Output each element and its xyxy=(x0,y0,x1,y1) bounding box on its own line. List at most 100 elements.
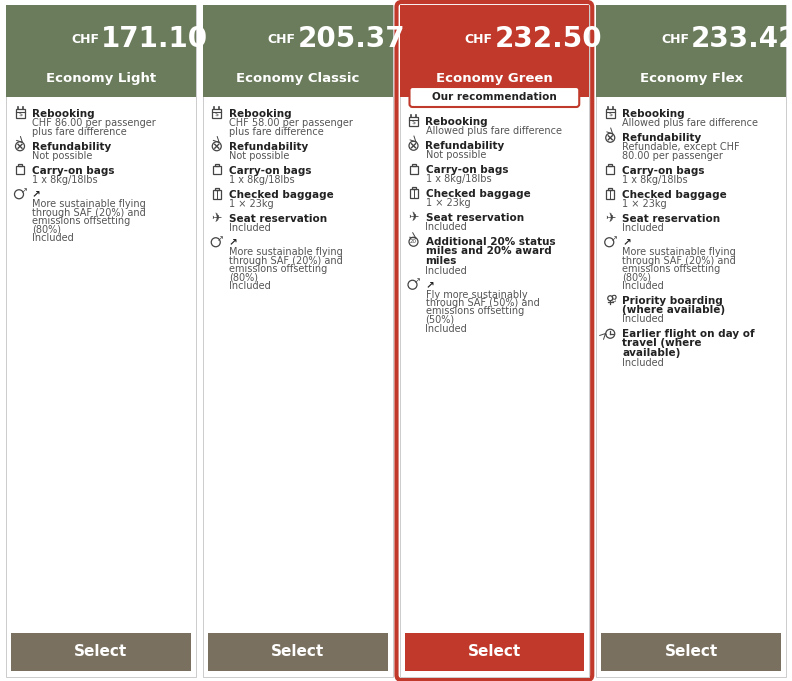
Text: Included: Included xyxy=(425,323,467,334)
Text: CHF 86.00 per passenger: CHF 86.00 per passenger xyxy=(32,118,156,129)
Text: More sustainable flying: More sustainable flying xyxy=(229,247,342,257)
Text: Seat reservation: Seat reservation xyxy=(425,213,524,223)
FancyBboxPatch shape xyxy=(409,87,579,107)
Bar xyxy=(212,109,221,118)
Text: 80.00 per passenger: 80.00 per passenger xyxy=(623,151,723,161)
Text: Our recommendation: Our recommendation xyxy=(432,92,557,102)
Text: Priority boarding: Priority boarding xyxy=(623,296,723,306)
Text: through SAF (20%) and: through SAF (20%) and xyxy=(229,255,342,266)
Text: CHF: CHF xyxy=(464,33,493,46)
Bar xyxy=(601,633,781,671)
Text: (80%): (80%) xyxy=(229,272,257,283)
Text: CHF: CHF xyxy=(661,33,689,46)
Text: ↗: ↗ xyxy=(425,280,434,290)
Text: Additional 20% status: Additional 20% status xyxy=(425,237,555,247)
Text: Refundability: Refundability xyxy=(425,141,505,151)
Bar xyxy=(409,189,417,198)
Text: CHF: CHF xyxy=(268,33,295,46)
Text: CHF: CHF xyxy=(70,33,99,46)
Bar xyxy=(412,163,416,165)
Text: 1 x 8kg/18lbs: 1 x 8kg/18lbs xyxy=(623,175,688,185)
Text: Rebooking: Rebooking xyxy=(623,109,685,119)
Text: Included: Included xyxy=(425,266,467,276)
Text: Included: Included xyxy=(623,223,664,233)
Text: emissions offsetting: emissions offsetting xyxy=(623,264,721,274)
Text: emissions offsetting: emissions offsetting xyxy=(425,306,524,317)
Text: Select: Select xyxy=(74,644,128,659)
Text: 20: 20 xyxy=(410,239,417,244)
Text: (80%): (80%) xyxy=(623,272,651,283)
Bar xyxy=(608,188,612,190)
Bar xyxy=(606,190,615,199)
Text: ✈: ✈ xyxy=(605,212,615,225)
Bar xyxy=(596,5,786,97)
Text: emissions offsetting: emissions offsetting xyxy=(229,264,327,274)
Text: More sustainable flying: More sustainable flying xyxy=(623,247,736,257)
Text: 205.37: 205.37 xyxy=(298,25,406,53)
Text: miles and 20% award: miles and 20% award xyxy=(425,247,551,257)
Text: Carry-on bags: Carry-on bags xyxy=(32,165,115,176)
Bar xyxy=(213,166,221,174)
Bar xyxy=(215,164,219,166)
Text: ↗: ↗ xyxy=(21,186,28,195)
Text: 1 × 23kg: 1 × 23kg xyxy=(229,199,273,209)
Text: Allowed plus fare difference: Allowed plus fare difference xyxy=(623,118,758,129)
Text: emissions offsetting: emissions offsetting xyxy=(32,216,130,226)
Text: through SAF (50%) and: through SAF (50%) and xyxy=(425,298,539,308)
Text: CHF 58.00 per passenger: CHF 58.00 per passenger xyxy=(229,118,352,129)
Text: Earlier flight on day of: Earlier flight on day of xyxy=(623,329,755,339)
Text: Included: Included xyxy=(623,358,664,368)
Text: ↗: ↗ xyxy=(414,276,421,285)
Bar xyxy=(18,164,22,166)
Text: $: $ xyxy=(18,112,22,116)
Bar xyxy=(409,165,417,174)
Text: through SAF (20%) and: through SAF (20%) and xyxy=(623,255,736,266)
Text: (where available): (where available) xyxy=(623,305,725,315)
Text: Included: Included xyxy=(623,281,664,291)
Bar xyxy=(399,5,589,677)
Text: Checked baggage: Checked baggage xyxy=(229,189,333,200)
Text: ⏰: ⏰ xyxy=(612,294,616,300)
Text: Refundability: Refundability xyxy=(32,142,111,151)
Text: 232.50: 232.50 xyxy=(494,25,602,53)
Bar xyxy=(16,166,24,174)
Bar xyxy=(203,5,393,677)
Text: 171.10: 171.10 xyxy=(101,25,208,53)
Text: ✈: ✈ xyxy=(211,212,222,225)
Text: Not possible: Not possible xyxy=(425,151,485,161)
Text: $: $ xyxy=(608,112,612,116)
Text: travel (where: travel (where xyxy=(623,338,702,349)
Text: Economy Classic: Economy Classic xyxy=(236,72,360,85)
Text: Refundable, except CHF: Refundable, except CHF xyxy=(623,142,740,153)
Text: Carry-on bags: Carry-on bags xyxy=(425,165,508,175)
Bar xyxy=(11,633,191,671)
Text: Included: Included xyxy=(623,315,664,325)
Text: 1 x 8kg/18lbs: 1 x 8kg/18lbs xyxy=(425,174,491,185)
Text: Carry-on bags: Carry-on bags xyxy=(623,165,705,176)
Text: Refundability: Refundability xyxy=(229,142,308,151)
Bar xyxy=(215,188,219,190)
Text: Rebooking: Rebooking xyxy=(425,117,488,127)
Text: through SAF (20%) and: through SAF (20%) and xyxy=(32,208,146,217)
Text: 1 × 23kg: 1 × 23kg xyxy=(425,198,470,208)
Text: Checked baggage: Checked baggage xyxy=(623,189,727,200)
Text: available): available) xyxy=(623,348,680,358)
Text: ↗: ↗ xyxy=(611,234,618,242)
Text: Economy Green: Economy Green xyxy=(436,72,553,85)
Text: Rebooking: Rebooking xyxy=(32,109,94,119)
Text: ✈: ✈ xyxy=(408,211,419,224)
Text: Select: Select xyxy=(468,644,521,659)
Text: 1 x 8kg/18lbs: 1 x 8kg/18lbs xyxy=(32,175,97,185)
Bar xyxy=(405,633,584,671)
Text: Economy Flex: Economy Flex xyxy=(640,72,743,85)
Text: Not possible: Not possible xyxy=(229,151,289,161)
Bar xyxy=(596,5,786,677)
Text: plus fare difference: plus fare difference xyxy=(32,127,127,137)
Bar xyxy=(6,5,196,97)
Text: Refundability: Refundability xyxy=(623,133,702,143)
Text: Seat reservation: Seat reservation xyxy=(623,214,721,223)
Text: $: $ xyxy=(215,112,219,116)
Bar xyxy=(213,190,221,199)
Text: Seat reservation: Seat reservation xyxy=(229,214,327,223)
Bar xyxy=(409,117,418,126)
